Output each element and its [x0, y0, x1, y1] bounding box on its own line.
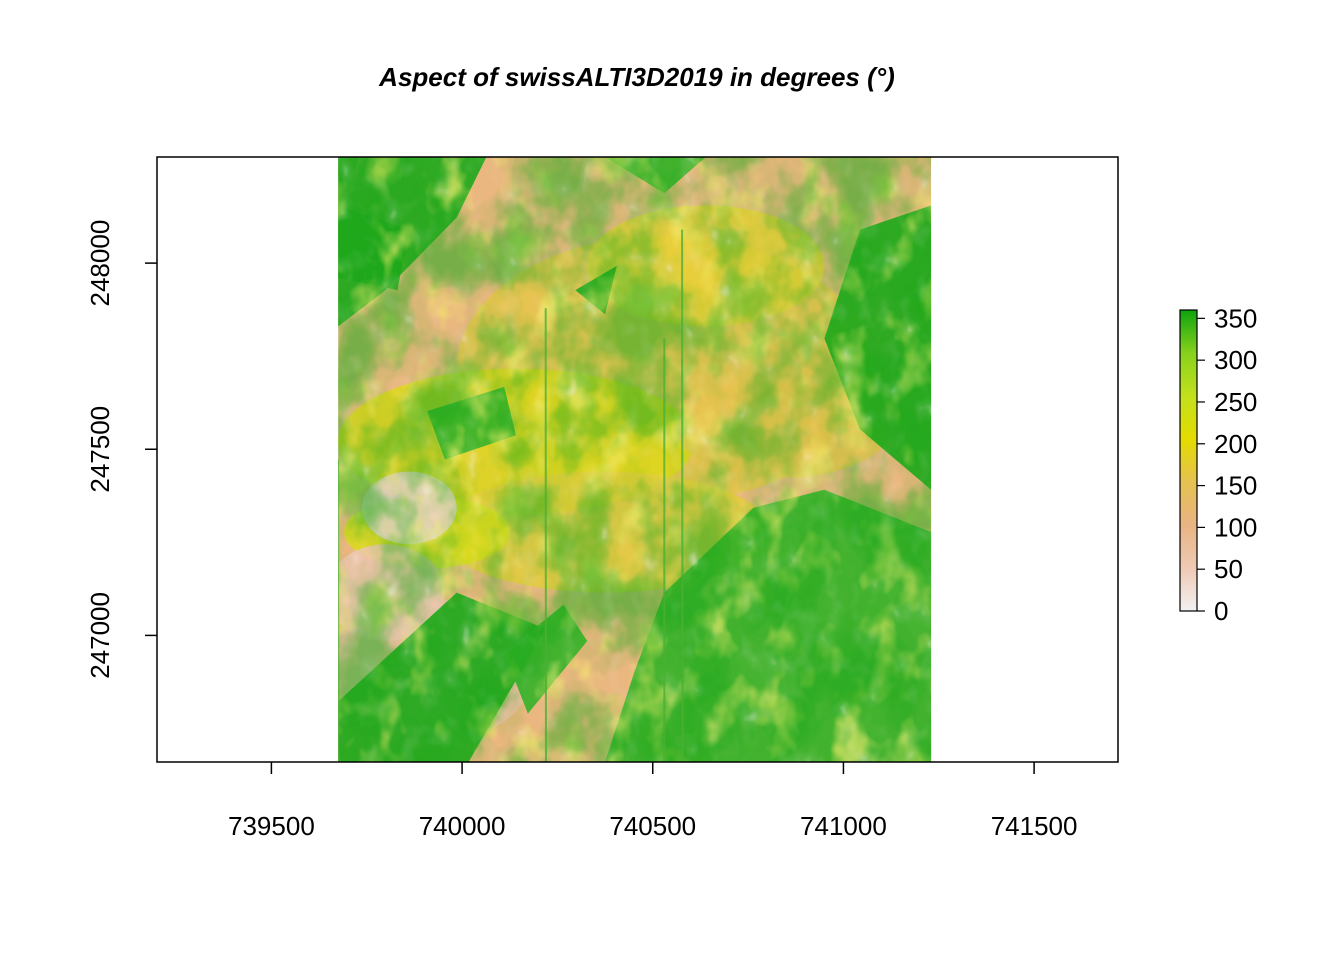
x-tick-label: 741000 — [800, 811, 887, 841]
x-tick-label: 741500 — [991, 811, 1078, 841]
y-tick-label: 248000 — [85, 220, 115, 307]
legend-tick-label: 250 — [1214, 387, 1257, 417]
x-tick-label: 740500 — [609, 811, 696, 841]
y-tick-label: 247500 — [85, 406, 115, 493]
chart-title: Aspect of swissALTI3D2019 in degrees (°) — [379, 62, 895, 92]
raster-image — [338, 157, 932, 762]
x-tick-label: 740000 — [419, 811, 506, 841]
plot-frame — [156, 156, 1119, 763]
raster-texture-light — [338, 157, 932, 762]
legend-tick-label: 200 — [1214, 429, 1257, 459]
legend-tick-label: 100 — [1214, 512, 1257, 542]
x-tick-label: 739500 — [228, 811, 315, 841]
aspect-raster — [338, 157, 932, 762]
axes: 739500 740000 740500 741000 741500 247000 2475… — [85, 156, 1119, 841]
color-legend: 0 50 100 150 200 250 300 350 — [1179, 303, 1257, 626]
legend-tick-label: 300 — [1214, 345, 1257, 375]
legend-tick-label: 150 — [1214, 471, 1257, 501]
legend-tick-label: 350 — [1214, 303, 1257, 333]
legend-colorbar — [1179, 309, 1198, 612]
legend-tick-label: 50 — [1214, 554, 1243, 584]
y-tick-label: 247000 — [85, 592, 115, 679]
legend-tick-label: 0 — [1214, 596, 1228, 626]
